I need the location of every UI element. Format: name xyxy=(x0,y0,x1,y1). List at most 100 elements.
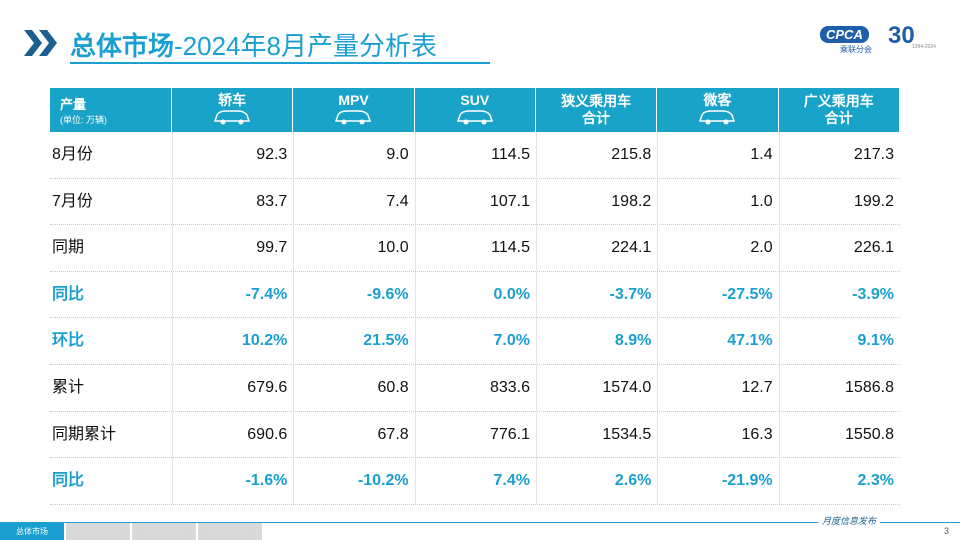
table-cell: 7.4 xyxy=(293,178,414,225)
table-cell: 224.1 xyxy=(535,225,657,272)
row-separator xyxy=(50,364,900,365)
row-separator xyxy=(50,410,900,412)
column-header-line: 合计 xyxy=(582,110,611,126)
table-cell: 114.5 xyxy=(414,225,536,272)
table-cell: 690.6 xyxy=(172,411,293,458)
column-header-line: 合计 xyxy=(824,110,853,126)
table-cell: 99.7 xyxy=(172,225,293,272)
row-separator xyxy=(50,177,900,179)
table-cell: 1534.5 xyxy=(535,411,657,458)
table-cell: 833.6 xyxy=(414,365,536,411)
table-cell: 2.3% xyxy=(778,458,900,505)
table-cell: 217.3 xyxy=(778,132,900,178)
row-label: 同期 xyxy=(52,239,85,257)
table-cell: 679.6 xyxy=(172,365,293,411)
anniversary-years: 1994-2024 xyxy=(912,44,936,50)
table-cell: -10.2% xyxy=(293,458,414,505)
table-cell: -27.5% xyxy=(657,271,778,318)
table-cell: 12.7 xyxy=(657,365,778,411)
logo: CPCA xyxy=(820,26,869,43)
anniversary: 30 xyxy=(888,22,915,49)
row-label: 8月份 xyxy=(52,146,93,163)
table-cell: 16.3 xyxy=(657,411,778,458)
table-cell: 2.0 xyxy=(657,225,778,272)
table-cell: 114.5 xyxy=(414,132,536,178)
table-cell: -9.6% xyxy=(293,271,414,318)
column-header: SUV xyxy=(414,88,536,132)
column-header-line: 微客 xyxy=(703,92,732,108)
table-cell: 107.1 xyxy=(414,178,536,225)
table-cell: -21.9% xyxy=(657,458,778,505)
table-cell: -3.9% xyxy=(778,271,900,318)
title-underline xyxy=(70,62,490,64)
table-cell: 21.5% xyxy=(293,318,414,365)
table-cell: 7.4% xyxy=(414,458,536,505)
footer-tab[interactable]: 总体市场 xyxy=(0,523,64,540)
table-cell: 1.0 xyxy=(657,178,778,225)
table-cell: 10.0 xyxy=(293,225,414,272)
row-separator xyxy=(50,457,900,459)
column-header: 微客 xyxy=(657,88,779,132)
table-cell: 83.7 xyxy=(172,178,293,225)
table-cell: 0.0% xyxy=(414,271,536,318)
table-cell: 47.1% xyxy=(657,318,778,365)
row-label: 同期累计 xyxy=(52,425,117,443)
table-cell: 226.1 xyxy=(778,225,900,272)
table-cell: 215.8 xyxy=(535,132,657,178)
release-label: 月度信息发布 xyxy=(818,514,881,527)
vehicle-icon xyxy=(456,110,493,125)
title: 总体市场-2024年8月产量分析表 xyxy=(70,26,437,63)
table-cell: 1586.8 xyxy=(778,365,900,411)
column-header: 轿车 xyxy=(172,88,294,132)
column-header: MPV xyxy=(293,88,415,132)
vehicle-icon xyxy=(214,110,251,125)
table-cell: 67.8 xyxy=(293,411,414,458)
column-header: 广义乘用车 合计 xyxy=(778,88,900,132)
column-header-line: 轿车 xyxy=(218,92,247,108)
corner-unit: (单位: 万辆) xyxy=(60,115,107,125)
table-cell: 60.8 xyxy=(293,365,414,411)
column-header-line: MPV xyxy=(338,92,369,108)
column-header-line: SUV xyxy=(460,92,490,108)
table-cell: -1.6% xyxy=(172,458,293,505)
table-cell: 1574.0 xyxy=(535,365,657,411)
table-cell: 198.2 xyxy=(535,178,657,225)
row-label: 环比 xyxy=(52,332,85,350)
title-rest: -2024年8月产量分析表 xyxy=(174,31,437,61)
row-separator xyxy=(50,317,900,319)
table-cell: -3.7% xyxy=(535,271,657,318)
table-cell: 7.0% xyxy=(414,318,536,365)
column-header-line: 狭义乘用车 xyxy=(561,93,632,109)
table-cell: 10.2% xyxy=(172,318,293,365)
column-header: 狭义乘用车 合计 xyxy=(535,88,658,132)
table-cell: 9.1% xyxy=(778,318,900,365)
chevron-icon xyxy=(24,30,57,56)
footer-line xyxy=(0,522,960,523)
table-cell: 9.0 xyxy=(293,132,414,178)
table-cell: 2.6% xyxy=(535,458,657,505)
row-label: 同比 xyxy=(52,472,85,490)
footer-tab[interactable]: 厂商排名 xyxy=(132,523,196,540)
row-label: 累计 xyxy=(52,379,85,396)
corner-header: 产量 (单位: 万辆) xyxy=(50,88,172,132)
footer-tab[interactable]: 市场分析 xyxy=(198,523,262,540)
logo-sub: 乘联分会 xyxy=(840,45,872,54)
title-main: 总体市场 xyxy=(70,31,175,61)
vehicle-icon xyxy=(699,110,736,125)
table-cell: -7.4% xyxy=(172,271,293,318)
row-separator xyxy=(50,270,900,272)
table-cell: 199.2 xyxy=(778,178,900,225)
row-separator xyxy=(50,503,900,505)
table-cell: 1.4 xyxy=(657,132,778,178)
table-cell: 776.1 xyxy=(414,411,536,458)
table-cell: 1550.8 xyxy=(778,411,900,458)
table-cell: 8.9% xyxy=(535,318,657,365)
row-separator xyxy=(50,224,900,226)
row-label: 同比 xyxy=(52,285,85,303)
row-label: 7月份 xyxy=(52,192,93,210)
corner-label: 产量 xyxy=(60,97,87,112)
column-header-line: 广义乘用车 xyxy=(803,93,874,109)
footer-tab[interactable]: 新能源市场 xyxy=(66,523,130,540)
table-cell: 92.3 xyxy=(172,132,293,178)
